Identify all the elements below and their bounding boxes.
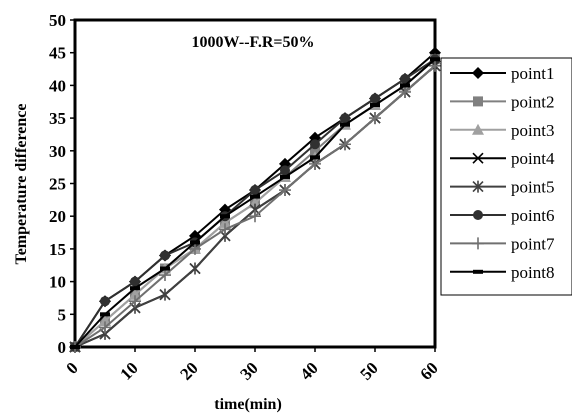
data-point-marker xyxy=(400,73,410,84)
data-point-marker xyxy=(279,184,291,197)
data-point-marker xyxy=(249,197,261,209)
data-point-marker xyxy=(310,145,320,156)
data-point-marker xyxy=(399,85,411,98)
legend: point1 point2 point3 point4 point5 point6 poin… xyxy=(440,57,572,296)
data-point-marker xyxy=(219,216,231,228)
legend-marker xyxy=(473,96,483,107)
data-point-marker xyxy=(400,83,410,88)
chart-title: 1000W--F.R=50% xyxy=(191,34,314,51)
data-point-marker xyxy=(99,314,111,326)
legend-marker xyxy=(472,152,484,164)
legend-label: point5 xyxy=(511,178,554,197)
data-point-marker xyxy=(99,321,111,334)
y-tick-label: 30 xyxy=(49,142,66,161)
legend-marker xyxy=(473,269,483,274)
legend-marker xyxy=(473,210,483,220)
data-point-marker xyxy=(250,194,260,199)
y-tick-label: 0 xyxy=(58,338,67,357)
data-point-marker xyxy=(340,113,350,124)
y-tick-label: 10 xyxy=(49,273,66,292)
legend-marker xyxy=(472,123,484,135)
y-tick-label: 40 xyxy=(49,76,66,95)
data-point-marker xyxy=(429,59,441,72)
legend-label: point2 xyxy=(511,92,554,111)
legend-label: point3 xyxy=(511,121,554,140)
legend-item: point5 xyxy=(450,178,554,197)
y-tick-label: 5 xyxy=(58,305,67,324)
x-tick-label: 0 xyxy=(62,358,81,377)
legend-label: point8 xyxy=(511,263,554,282)
data-point-marker xyxy=(219,223,231,236)
data-point-marker xyxy=(189,242,201,255)
data-point-marker xyxy=(310,139,320,150)
legend-item: point7 xyxy=(450,234,555,253)
x-tick-label: 50 xyxy=(356,358,381,383)
x-tick-label: 60 xyxy=(416,358,441,383)
data-point-marker xyxy=(339,138,351,151)
data-point-marker xyxy=(430,57,440,62)
plot-area-group: 1000W--F.R=50% xyxy=(73,18,437,349)
data-point-marker xyxy=(70,345,80,349)
data-point-marker xyxy=(309,157,321,170)
x-tick-label: 10 xyxy=(116,358,141,383)
legend-label: point1 xyxy=(511,64,554,83)
data-point-marker xyxy=(100,296,110,307)
legend-item: point4 xyxy=(450,149,555,168)
x-axis-title: time(min) xyxy=(214,396,282,413)
data-point-marker xyxy=(130,286,140,291)
data-point-marker xyxy=(129,288,141,300)
data-point-marker xyxy=(370,93,380,104)
y-tick-label: 20 xyxy=(49,207,66,226)
legend-label: point7 xyxy=(511,234,555,253)
data-point-marker xyxy=(280,165,290,176)
legend-marker xyxy=(472,237,484,250)
x-tick-label: 20 xyxy=(176,358,201,383)
series-point8 xyxy=(70,57,440,349)
x-tick-label: 40 xyxy=(296,358,321,383)
data-point-marker xyxy=(280,174,290,179)
series-group xyxy=(69,46,441,353)
plot-area-frame xyxy=(73,18,437,349)
y-tick-label: 25 xyxy=(49,175,66,194)
data-point-marker xyxy=(250,185,260,196)
data-point-marker xyxy=(129,295,141,308)
y-tick-label: 45 xyxy=(49,44,66,63)
data-point-marker xyxy=(340,122,350,127)
legend-label: point6 xyxy=(511,206,554,225)
data-point-marker xyxy=(160,250,170,261)
legend-box xyxy=(440,57,572,296)
y-tick-label: 15 xyxy=(49,240,66,259)
data-point-marker xyxy=(189,262,201,275)
data-point-marker xyxy=(370,103,380,108)
legend-marker xyxy=(472,180,484,193)
data-point-marker xyxy=(249,210,261,223)
legend-label: point4 xyxy=(511,149,555,168)
legend-item: point2 xyxy=(450,92,554,111)
x-tick-label: 30 xyxy=(236,358,261,383)
data-point-marker xyxy=(159,269,171,282)
legend-item: point8 xyxy=(450,263,554,282)
data-point-marker xyxy=(159,288,171,301)
legend-marker xyxy=(472,67,484,79)
data-point-marker xyxy=(369,112,381,125)
y-tick-label: 35 xyxy=(49,109,66,128)
legend-item: point6 xyxy=(450,206,554,225)
data-point-marker xyxy=(160,266,170,271)
data-point-marker xyxy=(100,312,110,317)
y-axis-title: Temperature difference xyxy=(13,104,30,265)
legend-item: point1 xyxy=(450,64,554,83)
y-tick-label: 50 xyxy=(49,11,66,30)
data-point-marker xyxy=(220,214,230,219)
data-point-marker xyxy=(130,276,140,287)
data-point-marker xyxy=(190,240,200,245)
data-point-marker xyxy=(310,155,320,160)
legend-item: point3 xyxy=(450,121,554,140)
